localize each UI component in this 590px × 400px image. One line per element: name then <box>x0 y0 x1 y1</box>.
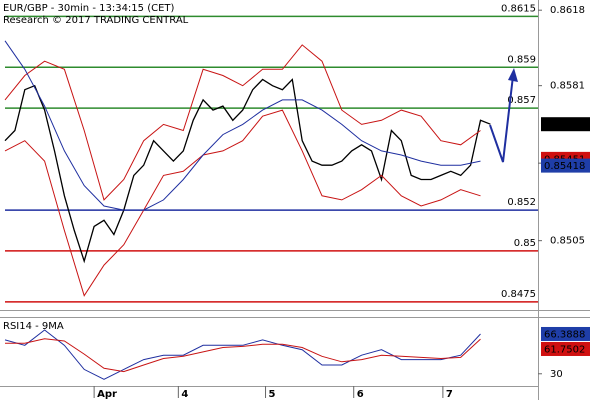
x-tick-label: Apr <box>97 389 117 400</box>
level-label: 0.85 <box>514 238 536 249</box>
series-line <box>5 338 481 373</box>
y-tick-label: 0.8618 <box>550 5 585 16</box>
level-label: 0.857 <box>507 95 536 106</box>
price-label-box <box>541 158 590 173</box>
series-line <box>4 78 491 264</box>
x-tick-label: 4 <box>181 389 188 400</box>
chart-title: EUR/GBP - 30min - 13:34:15 (CET) <box>3 3 175 14</box>
price-label: 0.85621 <box>544 120 585 131</box>
x-tick-label: 5 <box>269 389 276 400</box>
value-label: 61.7502 <box>544 344 585 355</box>
projection-arrow <box>489 75 514 163</box>
level-label: 0.859 <box>507 54 536 65</box>
value-label-box <box>541 341 590 356</box>
plot-area: 0.86180.85810.85430.8505Apr45670.86150.8… <box>4 3 590 400</box>
price-label: 0.85418 <box>544 161 585 172</box>
value-label: 66.3888 <box>544 329 585 340</box>
arrow-head <box>508 68 518 82</box>
y-tick-label: 30 <box>550 369 563 380</box>
series-line <box>4 109 481 297</box>
level-label: 0.852 <box>507 197 536 208</box>
panel-title: RSI14 - 9MA <box>3 321 64 332</box>
x-tick-label: 7 <box>446 389 453 400</box>
series-line <box>4 40 481 211</box>
level-label: 0.8475 <box>501 289 536 300</box>
price-label-box <box>541 117 590 132</box>
x-tick-label: 6 <box>357 389 364 400</box>
y-tick-label: 0.8505 <box>550 236 585 247</box>
level-label: 0.8615 <box>501 3 536 14</box>
series-line <box>4 329 481 380</box>
y-tick-label: 0.8581 <box>550 81 585 92</box>
chart-subtitle: Research © 2017 TRADING CENTRAL <box>3 15 189 26</box>
series-line <box>4 44 481 201</box>
value-label-box <box>541 326 590 341</box>
